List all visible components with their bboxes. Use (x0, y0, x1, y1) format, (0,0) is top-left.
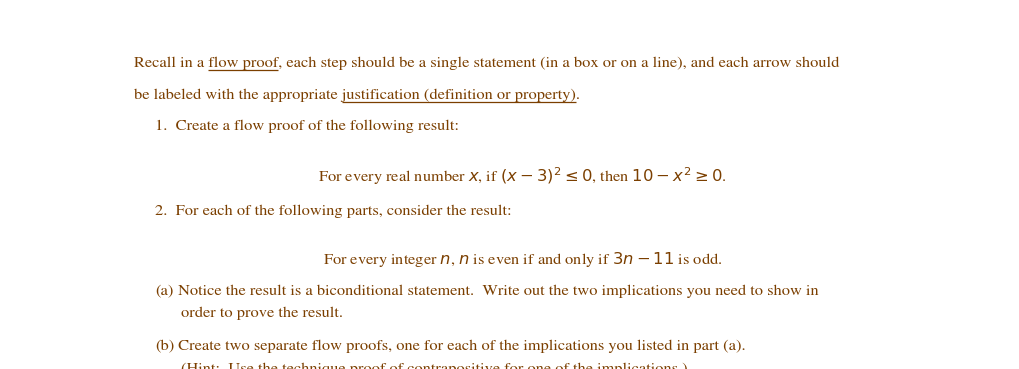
Text: Notice the result is a biconditional statement.  Write out the two implications : Notice the result is a biconditional sta… (173, 284, 817, 298)
Text: 1.  Create a flow proof of the following result:: 1. Create a flow proof of the following … (155, 120, 459, 133)
Text: For every real number $x$, if $(x - 3)^2 \leq 0$, then $10 - x^2 \geq 0$.: For every real number $x$, if $(x - 3)^2… (318, 165, 727, 187)
Text: (b): (b) (155, 340, 174, 353)
Text: Recall in a flow proof, each step should be a single statement (in a box or on a: Recall in a flow proof, each step should… (133, 57, 839, 70)
Text: (Hint:  Use the technique proof of contrapositive for one of the implications.): (Hint: Use the technique proof of contra… (181, 362, 687, 369)
Text: Create two separate flow proofs, one for each of the implications you listed in : Create two separate flow proofs, one for… (173, 340, 745, 353)
Text: (a): (a) (155, 284, 173, 298)
Text: be labeled with the appropriate justification (definition or property).: be labeled with the appropriate justific… (133, 88, 579, 102)
Text: order to prove the result.: order to prove the result. (181, 307, 343, 321)
Text: For every integer $n$, $n$ is even if and only if $3n - 11$ is odd.: For every integer $n$, $n$ is even if an… (323, 250, 721, 269)
Text: 2.  For each of the following parts, consider the result:: 2. For each of the following parts, cons… (155, 205, 512, 218)
